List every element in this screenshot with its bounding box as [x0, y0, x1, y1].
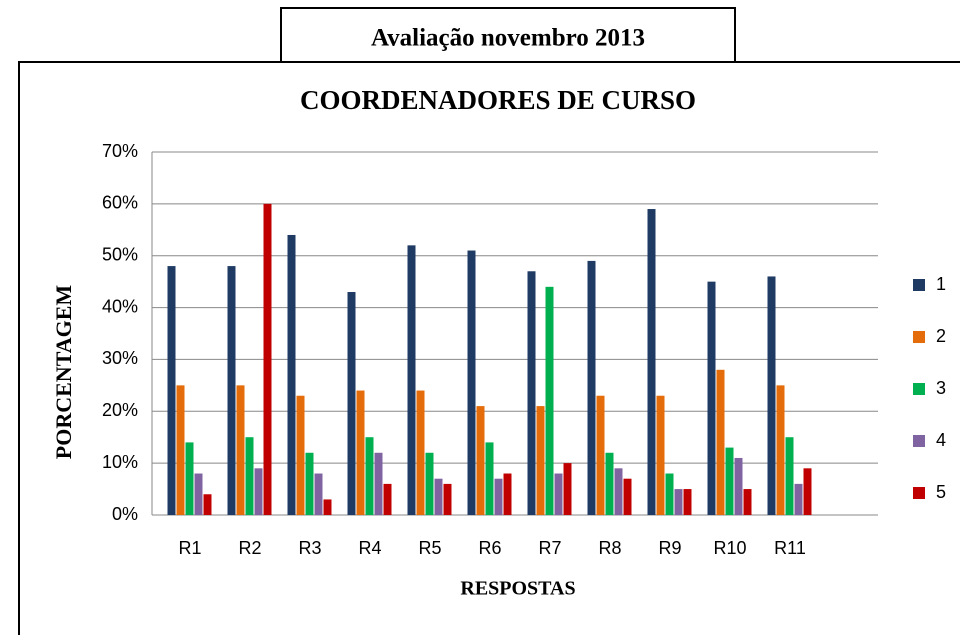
bar	[383, 483, 392, 515]
legend-label: 5	[936, 482, 946, 502]
bar	[767, 276, 776, 515]
chart-title: COORDENADORES DE CURSO	[300, 85, 696, 115]
bar	[176, 385, 185, 515]
bar	[227, 266, 236, 515]
bar	[287, 234, 296, 515]
legend-label: 2	[936, 326, 946, 346]
legend-swatch	[913, 331, 925, 343]
legend-swatch	[913, 435, 925, 447]
bar	[536, 406, 545, 515]
bar	[245, 437, 254, 515]
bar	[554, 473, 563, 515]
bar	[623, 478, 632, 515]
bar	[167, 266, 176, 515]
bar	[203, 494, 212, 515]
bar	[365, 437, 374, 515]
title-box	[280, 7, 736, 63]
x-tick-label: R6	[478, 538, 501, 558]
bar	[734, 457, 743, 515]
bar	[407, 245, 416, 516]
bar	[305, 452, 314, 515]
bar	[434, 478, 443, 515]
x-tick-label: R2	[238, 538, 261, 558]
y-tick-label: 20%	[102, 400, 138, 420]
bar	[707, 281, 716, 515]
bar	[587, 260, 596, 515]
x-tick-label: R7	[538, 538, 561, 558]
y-tick-label: 40%	[102, 296, 138, 316]
bar	[716, 369, 725, 515]
bar	[356, 390, 365, 515]
legend-label: 1	[936, 274, 946, 294]
y-axis-label: PORCENTAGEM	[51, 285, 76, 460]
legend-swatch	[913, 487, 925, 499]
legend-label: 3	[936, 378, 946, 398]
x-tick-label: R8	[598, 538, 621, 558]
x-tick-label: R4	[358, 538, 381, 558]
x-tick-label: R3	[298, 538, 321, 558]
chart-frame	[18, 61, 960, 635]
x-axis-label: RESPOSTAS	[460, 578, 575, 600]
bar	[416, 390, 425, 515]
bar	[425, 452, 434, 515]
bar	[674, 489, 683, 515]
bar	[314, 473, 323, 515]
y-tick-label: 30%	[102, 348, 138, 368]
bar	[656, 395, 665, 515]
y-tick-label: 10%	[102, 452, 138, 472]
y-tick-label: 60%	[102, 193, 138, 213]
bar	[803, 468, 812, 515]
bar	[254, 468, 263, 515]
bar	[683, 489, 692, 515]
legend-swatch	[913, 383, 925, 395]
bar	[485, 442, 494, 515]
bar	[503, 473, 512, 515]
bar	[494, 478, 503, 515]
bar	[596, 395, 605, 515]
x-tick-label: R5	[418, 538, 441, 558]
bar	[194, 473, 203, 515]
bar	[776, 385, 785, 515]
y-tick-label: 70%	[102, 141, 138, 161]
bar	[467, 250, 476, 515]
bar	[323, 499, 332, 515]
bar	[476, 406, 485, 515]
bar	[794, 483, 803, 515]
page-title: Avaliação novembro 2013	[371, 25, 645, 52]
bar	[665, 473, 674, 515]
bar	[545, 286, 554, 515]
bar	[725, 447, 734, 515]
y-tick-label: 0%	[112, 504, 138, 524]
bar	[527, 271, 536, 515]
x-tick-label: R1	[178, 538, 201, 558]
x-tick-label: R11	[774, 538, 806, 558]
bar	[296, 395, 305, 515]
bar	[236, 385, 245, 515]
bar	[263, 203, 272, 515]
bar	[647, 209, 656, 516]
bar	[347, 292, 356, 515]
legend-swatch	[913, 279, 925, 291]
x-tick-label: R9	[658, 538, 681, 558]
bar	[443, 483, 452, 515]
x-tick-label: R10	[713, 538, 746, 558]
bar	[785, 437, 794, 515]
bar	[374, 452, 383, 515]
legend-label: 4	[936, 430, 946, 450]
bar	[743, 489, 752, 515]
y-tick-label: 50%	[102, 244, 138, 264]
bar	[185, 442, 194, 515]
bar	[614, 468, 623, 515]
bar	[563, 463, 572, 515]
bar	[605, 452, 614, 515]
